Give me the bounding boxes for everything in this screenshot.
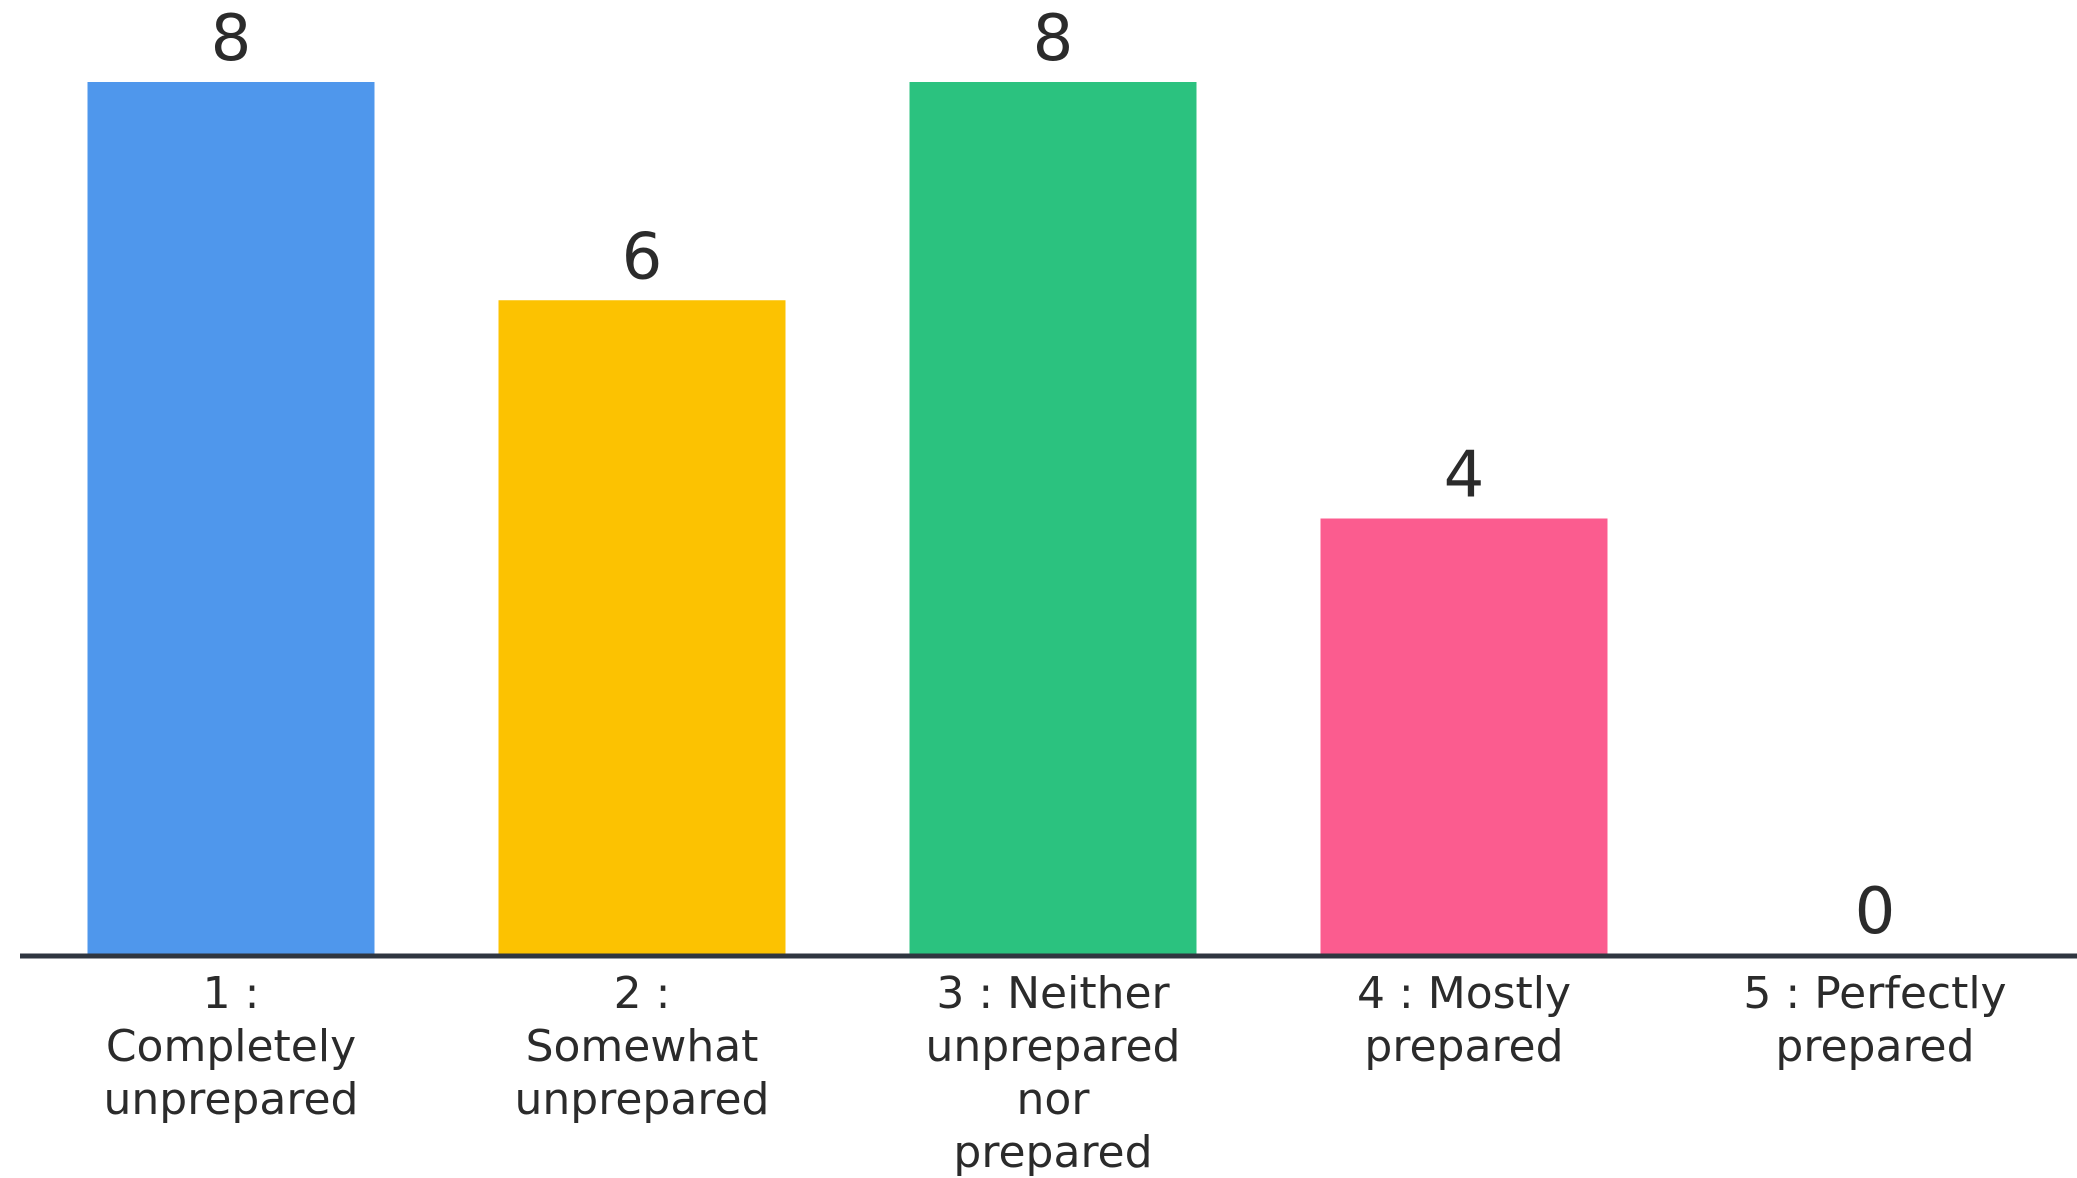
category-label-1-line-1: 1 : [203,968,260,1019]
category-label-3-line-3: nor [1017,1074,1091,1125]
category-label-3-line-4: prepared [953,1127,1152,1178]
bar-4 [1320,518,1608,955]
bar-2 [498,300,786,955]
category-label-1-line-2: Completely [106,1021,356,1072]
value-label-4: 4 [1444,439,1485,513]
category-label-2-line-1: 2 : [614,968,671,1019]
category-label-1: 1 : Completely unprepared [104,968,359,1125]
category-label-5-line-1: 5 : Perfectly [1743,968,2006,1019]
category-label-5: 5 : Perfectly prepared [1743,968,2006,1072]
value-label-5: 0 [1855,875,1896,949]
bar-3 [909,82,1197,955]
value-label-1: 8 [211,2,252,76]
category-label-2-line-3: unprepared [515,1074,770,1125]
category-label-4-line-2: prepared [1364,1021,1563,1072]
value-label-3: 8 [1033,2,1074,76]
category-label-1-line-3: unprepared [104,1074,359,1125]
category-label-3-line-1: 3 : Neither [936,968,1170,1019]
category-label-3: 3 : Neither unprepared nor prepared [926,968,1181,1178]
value-label-2: 6 [622,220,663,294]
category-label-2-line-2: Somewhat [526,1021,759,1072]
category-label-5-line-2: prepared [1775,1021,1974,1072]
bar-1 [87,82,375,955]
category-label-2: 2 : Somewhat unprepared [515,968,770,1125]
category-label-3-line-2: unprepared [926,1021,1181,1072]
category-label-4: 4 : Mostly prepared [1357,968,1571,1072]
category-label-4-line-1: 4 : Mostly [1357,968,1571,1019]
